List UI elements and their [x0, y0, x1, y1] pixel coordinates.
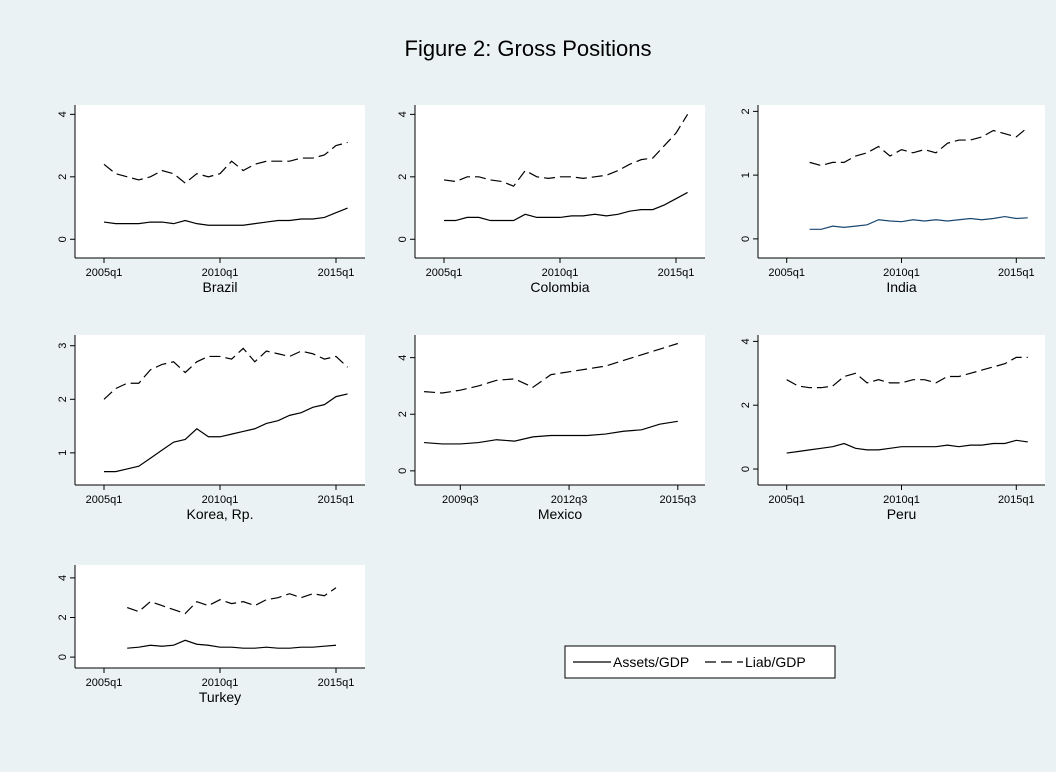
x-tick-label: 2005q1: [768, 494, 805, 506]
y-tick-label: 1: [57, 450, 69, 456]
panel-title: India: [886, 279, 917, 295]
plot-area: [75, 335, 365, 485]
y-tick-label: 1: [740, 172, 752, 178]
series-line: [444, 191, 688, 222]
x-tick-label: 2009q3: [442, 494, 479, 506]
y-tick-label: 4: [740, 338, 752, 344]
series-line: [127, 639, 337, 649]
x-tick-label: 2010q1: [202, 494, 239, 506]
panel-title: Colombia: [530, 279, 589, 295]
x-tick-label: 2015q1: [318, 677, 355, 689]
x-tick-label: 2010q1: [883, 267, 920, 279]
panel-title: Mexico: [538, 506, 583, 522]
plot-area: [415, 335, 705, 485]
panel-title: Peru: [887, 506, 917, 522]
panel-title: Turkey: [199, 689, 241, 705]
series-line: [103, 207, 348, 226]
x-tick-label: 2005q1: [768, 267, 805, 279]
y-tick-label: 4: [57, 575, 69, 581]
x-tick-label: 2012q3: [551, 494, 588, 506]
panel-title: Korea, Rp.: [187, 506, 254, 522]
y-tick-label: 4: [397, 355, 409, 361]
legend-label: Liab/GDP: [745, 654, 806, 670]
plot-area: [75, 565, 365, 668]
y-tick-label: 0: [57, 236, 69, 242]
y-tick-label: 3: [57, 343, 69, 349]
series-line: [786, 356, 1028, 389]
series-line: [443, 114, 689, 187]
x-tick-label: 2015q3: [659, 494, 696, 506]
panel-title: Brazil: [202, 279, 237, 295]
y-tick-label: 2: [397, 174, 409, 180]
x-tick-label: 2015q1: [318, 494, 355, 506]
plot-area: [758, 105, 1045, 258]
series-line: [103, 347, 349, 400]
plot-area: [758, 335, 1045, 485]
x-tick-label: 2005q1: [426, 267, 463, 279]
x-tick-label: 2010q1: [883, 494, 920, 506]
y-tick-label: 0: [740, 236, 752, 242]
y-tick-label: 2: [57, 396, 69, 402]
y-tick-label: 2: [397, 411, 409, 417]
y-tick-label: 2: [740, 108, 752, 114]
y-tick-label: 4: [57, 111, 69, 117]
x-tick-label: 2010q1: [542, 267, 579, 279]
y-tick-label: 0: [57, 654, 69, 660]
y-tick-label: 0: [397, 236, 409, 242]
x-tick-label: 2005q1: [86, 494, 123, 506]
series-line: [103, 141, 348, 184]
x-tick-label: 2005q1: [86, 267, 123, 279]
x-tick-label: 2005q1: [86, 677, 123, 689]
x-tick-label: 2015q1: [998, 494, 1035, 506]
y-tick-label: 4: [397, 111, 409, 117]
y-tick-label: 2: [57, 614, 69, 620]
series-line: [786, 439, 1028, 454]
y-tick-label: 0: [740, 466, 752, 472]
y-tick-label: 2: [57, 174, 69, 180]
series-line: [104, 393, 348, 473]
x-tick-label: 2010q1: [202, 267, 239, 279]
plot-area: [75, 105, 365, 258]
x-tick-label: 2015q1: [998, 267, 1035, 279]
plot-area: [415, 105, 705, 258]
x-tick-label: 2010q1: [202, 677, 239, 689]
legend-label: Assets/GDP: [613, 654, 689, 670]
y-tick-label: 0: [397, 468, 409, 474]
y-tick-label: 2: [740, 402, 752, 408]
figure-title: Figure 2: Gross Positions: [405, 36, 652, 61]
series-line: [127, 587, 337, 615]
x-tick-label: 2015q1: [658, 267, 695, 279]
series-line: [424, 342, 678, 394]
x-tick-label: 2015q1: [318, 267, 355, 279]
series-line: [424, 420, 678, 445]
series-line: [809, 126, 1029, 167]
series-line: [809, 215, 1028, 230]
